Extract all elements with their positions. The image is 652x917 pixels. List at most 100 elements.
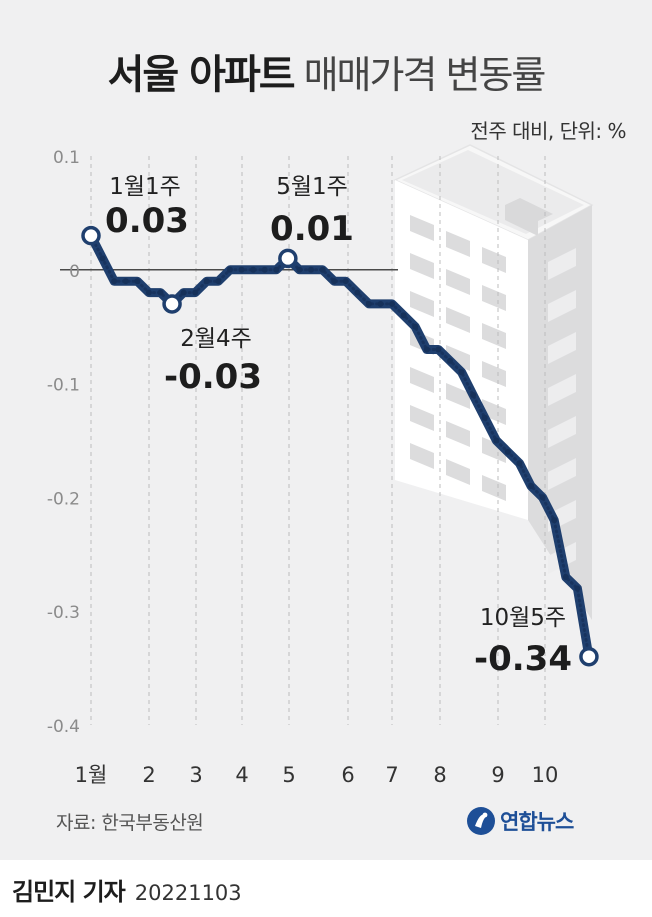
annotation-value-label: 0.01: [270, 209, 354, 249]
data-point: [435, 346, 442, 353]
annotation-value-label: -0.34: [474, 639, 572, 679]
building-window: [482, 399, 506, 425]
data-point: [296, 266, 303, 273]
y-tick-label: 0: [69, 262, 80, 282]
building-window: [446, 383, 470, 409]
data-point: [400, 312, 407, 319]
data-point: [226, 266, 233, 273]
chart-labels: 0.1 0 -0.1 -0.2 -0.3 -0.4 1월 2 3 4 5 6 7 8 9 10 1월1주0.03…: [47, 148, 572, 787]
data-point: [111, 278, 118, 285]
y-tick-label: -0.3: [47, 603, 80, 623]
x-tick-label: 5: [282, 763, 295, 787]
data-point: [261, 266, 268, 273]
x-tick-label: 4: [235, 763, 248, 787]
annotation-marker: [81, 225, 101, 246]
building-side-window: [548, 458, 576, 490]
building-window: [482, 285, 506, 311]
annotation-week-label: 10월5주: [480, 605, 566, 631]
building-window: [446, 307, 470, 333]
data-point: [574, 585, 581, 592]
agency-logo-block: 연합뉴스: [466, 804, 574, 838]
data-point: [539, 494, 546, 501]
data-point: [319, 266, 326, 273]
building-window: [410, 443, 434, 469]
chart-title: 서울 아파트 매매가격 변동률: [0, 42, 652, 100]
annotation-week-label: 1월1주: [109, 174, 181, 200]
footer-band: [0, 860, 652, 917]
data-point: [122, 278, 129, 285]
annotation-week-label: 5월1주: [276, 174, 348, 200]
x-tick-label: 7: [385, 763, 398, 787]
data-point: [470, 391, 477, 398]
building-window: [482, 437, 506, 463]
title-bold: 서울 아파트: [107, 52, 296, 98]
data-point: [562, 574, 569, 581]
y-tick-label: -0.1: [47, 376, 80, 396]
x-tick-label: 3: [189, 763, 202, 787]
building-window: [482, 323, 506, 349]
data-point: [423, 346, 430, 353]
building-window: [410, 405, 434, 431]
building-window: [482, 361, 506, 387]
data-point: [504, 448, 511, 455]
data-point: [238, 266, 245, 273]
building-window: [446, 345, 470, 371]
line-chart: 0.1 0 -0.1 -0.2 -0.3 -0.4 1월 2 3 4 5 6 7 8 9 10 1월1주0.03…: [47, 144, 599, 787]
data-point: [516, 460, 523, 467]
building-window: [410, 367, 434, 393]
data-point: [551, 517, 558, 524]
data-point: [273, 266, 280, 273]
x-tick-label: 6: [341, 763, 354, 787]
data-point: [377, 300, 384, 307]
annotation-marker: [162, 294, 182, 314]
building-window: [410, 291, 434, 317]
publish-date: 20221103: [134, 881, 242, 905]
data-point: [412, 323, 419, 330]
building-side-window: [548, 332, 576, 364]
series-line: [81, 225, 599, 667]
data-point: [458, 369, 465, 376]
building-window: [410, 215, 434, 241]
building-side-window: [548, 416, 576, 448]
data-point: [180, 289, 187, 296]
data-point: [481, 414, 488, 421]
x-tick-label: 8: [433, 763, 446, 787]
building-window: [446, 421, 470, 447]
reporter-name: 김민지 기자: [12, 878, 126, 906]
building-window: [446, 269, 470, 295]
x-tick-label: 1월: [75, 763, 108, 787]
annotation-week-label: 2월4주: [180, 326, 252, 352]
data-point: [215, 278, 222, 285]
chart-subtitle: 전주 대비, 단위: %: [470, 119, 626, 143]
data-point: [389, 300, 396, 307]
data-point: [145, 289, 152, 296]
building-window: [482, 247, 506, 273]
data-point: [354, 289, 361, 296]
data-point: [250, 266, 257, 273]
building-window: [482, 475, 506, 501]
y-tick-label: -0.2: [47, 489, 80, 509]
annotation-marker: [579, 646, 599, 667]
data-point: [157, 289, 164, 296]
source-note: 자료: 한국부동산원: [56, 812, 204, 834]
agency-name: 연합뉴스: [500, 810, 574, 834]
grid-lines: [60, 156, 546, 725]
data-point: [342, 278, 349, 285]
building-side-window: [548, 290, 576, 322]
data-point: [192, 289, 199, 296]
building-side-window: [548, 374, 576, 406]
title-light: 매매가격 변동률: [303, 53, 547, 97]
annotation-marker: [278, 248, 298, 269]
y-tick-label: 0.1: [53, 148, 80, 168]
data-point: [134, 278, 141, 285]
annotation-value-label: -0.03: [164, 357, 262, 397]
data-point: [203, 278, 210, 285]
building-window: [410, 253, 434, 279]
building-window: [446, 459, 470, 485]
data-point: [528, 483, 535, 490]
x-tick-label: 10: [532, 763, 559, 787]
building-side-window: [548, 248, 576, 280]
data-point: [365, 300, 372, 307]
data-point: [331, 278, 338, 285]
y-tick-label: -0.4: [47, 717, 80, 737]
